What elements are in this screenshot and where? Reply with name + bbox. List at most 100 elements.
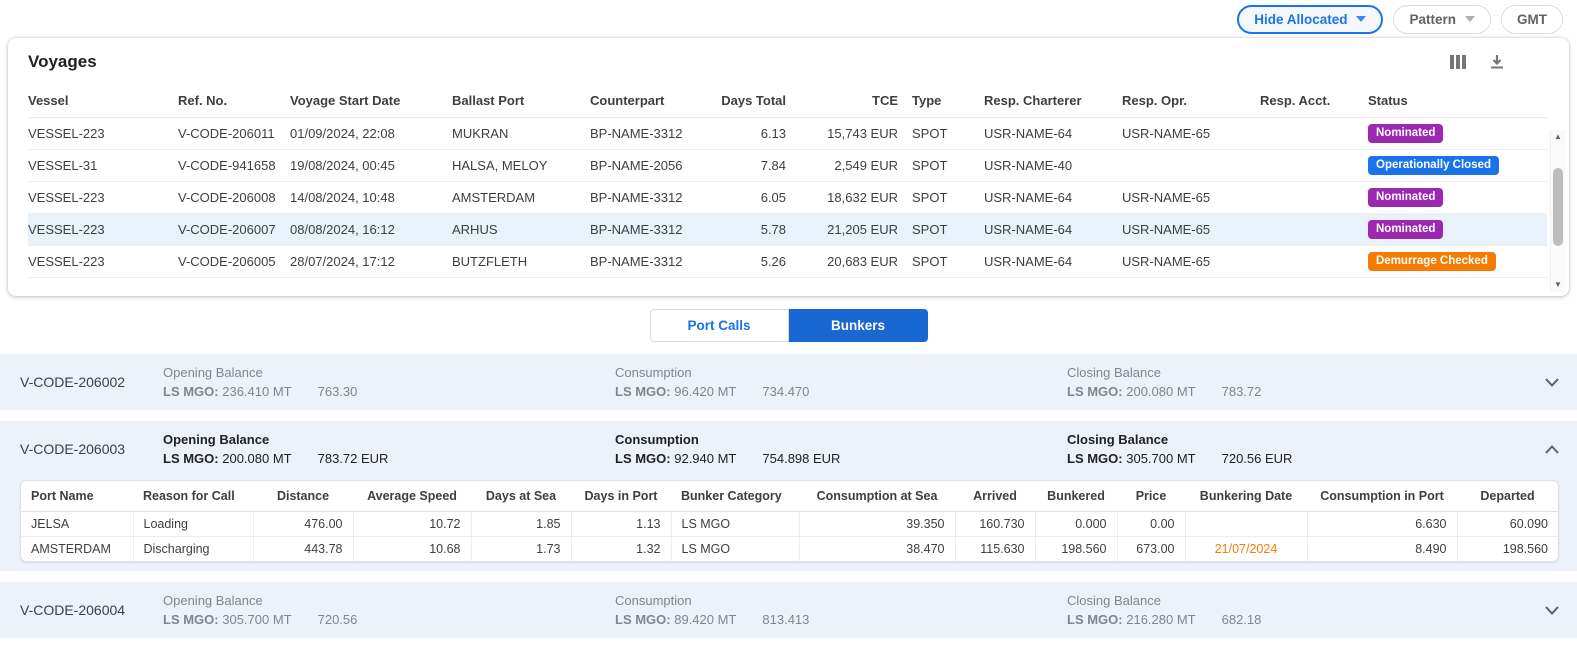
opening-balance: Opening Balance LS MGO: 305.700 MT 720.56	[163, 593, 358, 627]
voyage-row[interactable]: VESSEL-223 V-CODE-206007 08/08/2024, 16:12…	[28, 213, 1547, 246]
cell-days-in-port: 1.13	[570, 511, 671, 537]
hide-allocated-button[interactable]: Hide Allocated	[1237, 4, 1384, 34]
voyage-ref-link[interactable]: V-CODE-206011	[178, 117, 290, 150]
consumption: Consumption LS MGO: 92.940 MT 754.898 EUR	[615, 432, 841, 466]
cell-vessel: VESSEL-31	[28, 149, 178, 182]
download-icon[interactable]	[1489, 54, 1505, 70]
status-badge: Demurrage Checked	[1368, 251, 1496, 272]
port-call-row[interactable]: AMSTERDAM Discharging 443.78 10.68 1.73 1.32 L…	[21, 536, 1558, 561]
cell-status: Nominated	[1368, 213, 1547, 246]
vertical-scrollbar[interactable]: ▲ ▼	[1550, 130, 1565, 292]
cell-vessel: VESSEL-223	[28, 117, 178, 150]
chevron-down-icon[interactable]	[1533, 605, 1559, 615]
cell-days-in-port: 1.32	[570, 536, 671, 561]
voyage-ref-link[interactable]: V-CODE-206005	[178, 245, 290, 278]
column-header: TCE	[800, 84, 912, 118]
bunker-section-206002: V-CODE-206002 Opening Balance LS MGO: 23…	[0, 354, 1577, 410]
cell-opr: USR-NAME-65	[1122, 245, 1260, 278]
consumption: Consumption LS MGO: 89.420 MT 813.413	[615, 593, 810, 627]
cell-bunker-category: LS MGO	[670, 536, 799, 561]
columns-icon[interactable]	[1449, 54, 1467, 70]
voyage-ref-link[interactable]: V-CODE-206008	[178, 181, 290, 214]
status-badge: Nominated	[1368, 123, 1444, 144]
cell-status: Operationally Closed	[1368, 149, 1547, 182]
cell-type: SPOT	[912, 245, 984, 278]
cell-days: 5.26	[712, 245, 800, 278]
tab-bunkers[interactable]: Bunkers	[788, 309, 928, 342]
accordion-header[interactable]: V-CODE-206004 Opening Balance LS MGO: 30…	[20, 593, 1559, 627]
column-header: Average Speed	[353, 481, 471, 512]
chevron-up-icon[interactable]	[1533, 444, 1559, 454]
cell-start: 19/08/2024, 00:45	[290, 149, 452, 182]
column-header: Status	[1368, 84, 1547, 118]
scrollbar-thumb[interactable]	[1553, 168, 1563, 246]
cell-ballast: ARHUS	[452, 213, 590, 246]
accordion-header[interactable]: V-CODE-206003 Opening Balance LS MGO: 20…	[20, 432, 1559, 466]
cell-counterpart: BP-NAME-2056	[590, 149, 712, 182]
port-calls-table-body: JELSA Loading 476.00 10.72 1.85 1.13 LS MGO 39.…	[21, 511, 1558, 561]
tab-port-calls[interactable]: Port Calls	[649, 309, 789, 342]
port-call-row[interactable]: JELSA Loading 476.00 10.72 1.85 1.13 LS MGO 39.…	[21, 511, 1558, 537]
column-header: Bunkered	[1035, 481, 1117, 512]
cell-vessel: VESSEL-223	[28, 213, 178, 246]
voyage-row[interactable]: VESSEL-223 V-CODE-206008 14/08/2024, 10:48…	[28, 181, 1547, 214]
cell-arrived: 160.730	[954, 511, 1035, 537]
cell-ballast: MUKRAN	[452, 117, 590, 150]
chevron-down-icon	[1356, 16, 1367, 22]
column-header: Port Name	[21, 481, 133, 512]
closing-balance: Closing Balance LS MGO: 305.700 MT 720.56…	[1067, 432, 1293, 466]
column-header: Consumption at Sea	[799, 481, 955, 512]
gmt-button[interactable]: GMT	[1501, 4, 1563, 34]
column-header: Price	[1117, 481, 1185, 512]
chevron-down-icon[interactable]	[1533, 377, 1559, 387]
voyage-ref-link[interactable]: V-CODE-206007	[178, 213, 290, 246]
cell-days: 7.84	[712, 149, 800, 182]
column-header: Resp. Opr.	[1122, 84, 1260, 118]
column-header: Resp. Charterer	[984, 84, 1122, 118]
column-header: Arrived	[955, 481, 1035, 512]
cell-distance: 443.78	[252, 536, 353, 561]
cell-ballast: HALSA, MELOY	[452, 149, 590, 182]
cell-tce: 2,549 EUR	[800, 149, 912, 182]
cell-tce: 18,632 EUR	[800, 181, 912, 214]
voyage-row[interactable]: VESSEL-223 V-CODE-206005 28/07/2024, 17:12…	[28, 245, 1547, 278]
consumption: Consumption LS MGO: 96.420 MT 734.470	[615, 365, 810, 399]
page-title: Voyages	[28, 52, 97, 71]
voyage-row[interactable]: VESSEL-223 V-CODE-206011 01/09/2024, 22:08…	[28, 117, 1547, 150]
cell-start: 01/09/2024, 22:08	[290, 117, 452, 150]
column-header: Days in Port	[571, 481, 671, 512]
cell-port-name: JELSA	[21, 511, 133, 537]
bunker-section-206004: V-CODE-206004 Opening Balance LS MGO: 30…	[0, 582, 1577, 638]
voyages-header-row: Vessel Ref. No. Voyage Start Date Ballast P…	[28, 84, 1547, 118]
column-header: Bunker Category	[671, 481, 799, 512]
cell-opr: USR-NAME-65	[1122, 117, 1260, 150]
cell-start: 14/08/2024, 10:48	[290, 181, 452, 214]
voyage-row[interactable]: VESSEL-31 V-CODE-941658 19/08/2024, 00:45 H…	[28, 149, 1547, 182]
cell-counterpart: BP-NAME-3312	[590, 117, 712, 150]
cell-opr	[1122, 149, 1260, 182]
voyage-ref-link[interactable]: V-CODE-941658	[178, 149, 290, 182]
cell-type: SPOT	[912, 181, 984, 214]
cell-distance: 476.00	[252, 511, 353, 537]
cell-counterpart: BP-NAME-3312	[590, 181, 712, 214]
cell-acct	[1260, 213, 1368, 246]
opening-balance: Opening Balance LS MGO: 236.410 MT 763.30	[163, 365, 358, 399]
cell-days: 5.78	[712, 213, 800, 246]
column-header: Days Total	[712, 84, 800, 118]
accordion-header[interactable]: V-CODE-206002 Opening Balance LS MGO: 23…	[20, 365, 1559, 399]
pattern-button[interactable]: Pattern	[1393, 4, 1491, 34]
cell-average-speed: 10.68	[352, 536, 471, 561]
status-badge: Nominated	[1368, 187, 1444, 208]
voyages-table: Vessel Ref. No. Voyage Start Date Ballast P…	[28, 84, 1547, 278]
cell-charterer: USR-NAME-64	[984, 117, 1122, 150]
cell-counterpart: BP-NAME-3312	[590, 213, 712, 246]
cell-tce: 21,205 EUR	[800, 213, 912, 246]
column-header: Ballast Port	[452, 84, 590, 118]
cell-charterer: USR-NAME-40	[984, 149, 1122, 182]
cell-tce: 15,743 EUR	[800, 117, 912, 150]
cell-acct	[1260, 149, 1368, 182]
scroll-down-icon[interactable]: ▼	[1554, 280, 1562, 289]
scroll-up-icon[interactable]: ▲	[1554, 132, 1562, 141]
column-header: Reason for Call	[133, 481, 253, 512]
cell-consumption-in-port: 8.490	[1306, 536, 1457, 561]
